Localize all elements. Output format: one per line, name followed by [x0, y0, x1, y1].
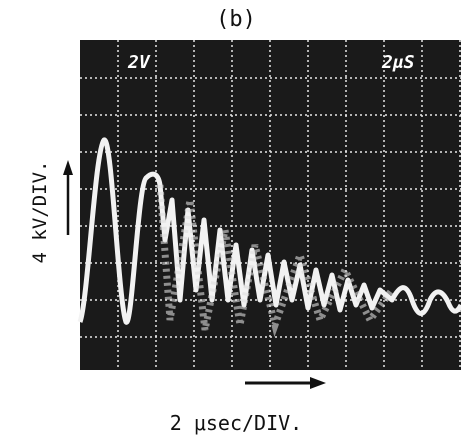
waveform — [77, 137, 461, 338]
screen-left-label: 2V — [127, 52, 151, 73]
figure-label: (b) — [216, 7, 256, 32]
x-axis-label: 2 μsec/DIV. — [170, 411, 302, 435]
trace — [77, 137, 461, 325]
trace-noise — [156, 184, 395, 338]
y-arrow-head — [63, 160, 73, 175]
y-axis-label: 4 kV/DIV. — [29, 161, 51, 264]
x-arrow-head — [310, 377, 326, 389]
screen-right-label: 2μS — [381, 52, 415, 73]
